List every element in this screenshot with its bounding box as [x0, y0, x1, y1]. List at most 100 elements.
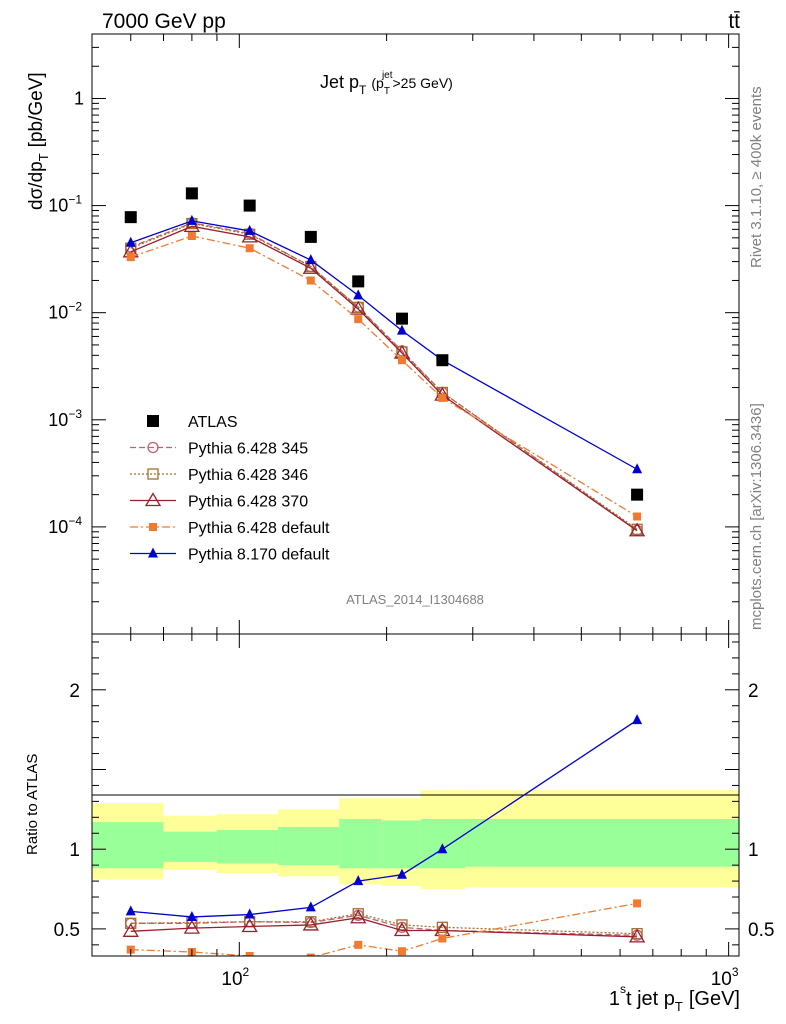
x-axis-label: 1st jet pT [GeV] [609, 982, 740, 1014]
ratio-point-4-0 [125, 905, 136, 916]
ratio-ytick-label-left-0: 0.5 [54, 920, 80, 941]
main-mc-point-2-4 [350, 300, 367, 315]
legend-label-4: Pythia 6.428 default [188, 520, 330, 537]
green-band-bin-3 [278, 826, 340, 866]
ratio-ytick-label-left-1: 1 [69, 840, 80, 861]
rivet-version-note: Rivet 3.1.10, ≥ 400k events [748, 86, 765, 268]
uncertainty-bands [92, 790, 739, 890]
main-mc-point-3-4 [354, 315, 363, 324]
ratio-point-2-1 [183, 919, 201, 934]
ratio-panel-ticks [91, 634, 739, 956]
x-tick-label-0: 102 [221, 965, 249, 990]
legend-marker-0 [147, 415, 159, 427]
main-data-point-0-4 [352, 275, 365, 288]
green-band-bin-2 [216, 830, 279, 864]
process-label: 7000 GeV pp [102, 10, 226, 33]
ratio-ytick-label-left-2: 2 [69, 681, 80, 702]
main-mc-point-4-0 [125, 236, 136, 247]
main-mc-point-3-0 [126, 253, 135, 262]
main-mc-point-3-7 [633, 512, 642, 521]
main-data-point-0-3 [304, 230, 317, 243]
ratio-ytick-label-right-0: 0.5 [748, 920, 774, 941]
green-band-bin-6 [420, 818, 466, 869]
main-ytick-label-3: 10−3 [48, 407, 82, 430]
ratio-point-3-4 [354, 940, 363, 949]
legend-label-2: Pythia 6.428 346 [188, 467, 308, 484]
main-mc-point-3-2 [245, 244, 254, 253]
main-mc-point-3-3 [306, 276, 315, 285]
legend-marker-1 [147, 441, 159, 454]
legend: ATLAS Pythia 6.428 345 Pythia 6.428 346 Pyt… [130, 414, 330, 564]
ratio-point-4-1 [186, 910, 197, 921]
ratio-ytick-label-right-2: 2 [748, 681, 759, 702]
main-data-point-0-0 [124, 211, 137, 224]
ratio-line-3 [130, 902, 638, 956]
main-mc-line-0 [130, 222, 638, 531]
main-mc-point-4-1 [186, 214, 197, 225]
main-panel-marks [122, 187, 646, 537]
main-mc-point-2-7 [628, 522, 646, 537]
main-data-point-0-1 [185, 187, 198, 200]
ratio-point-4-4 [353, 875, 364, 886]
analysis-id-label: ATLAS_2014_I1304688 [346, 592, 484, 607]
main-mc-point-2-3 [302, 259, 319, 274]
legend-label-0: ATLAS [188, 414, 238, 431]
ratio-line-4 [130, 719, 638, 918]
ratio-point-2-0 [122, 923, 139, 937]
ratio-point-2-2 [241, 918, 258, 933]
ratio-y-axis-label: Ratio to ATLAS [24, 754, 41, 855]
green-band-bin-4 [339, 818, 382, 869]
ratio-point-3-5 [397, 947, 406, 956]
main-panel-frame [91, 33, 740, 635]
ratio-point-2-5 [393, 922, 411, 937]
mcplots-source-note: mcplots.cern.ch [arXiv:1306.3436] [748, 403, 765, 630]
main-y-axis-label: dσ/dpT[pb/GeV] [26, 72, 51, 210]
ratio-point-3-2 [245, 952, 254, 956]
ratio-point-4-2 [244, 908, 255, 919]
main-mc-point-3-1 [187, 232, 196, 241]
main-panel: 1 10−1 10−2 10−3 10−4 Jet pT (pTjet>25 GeV) d… [26, 33, 740, 635]
green-band-bin-7 [465, 818, 739, 867]
main-mc-point-3-5 [397, 356, 406, 365]
green-band-bin-1 [163, 831, 217, 862]
main-mc-point-4-7 [632, 463, 643, 474]
main-panel-ticks [91, 33, 739, 635]
ratio-line-1 [130, 913, 638, 935]
ratio-point-4-3 [305, 901, 316, 912]
main-panel-y-tick-labels: 1 10−1 10−2 10−3 10−4 [48, 88, 84, 536]
x-tick-labels: 102 103 [221, 965, 738, 990]
ratio-point-2-3 [302, 916, 319, 931]
ratio-panel-y-tick-labels: 0.5 0.5 1 1 2 2 [54, 681, 775, 941]
ratio-panel: 0.5 0.5 1 1 2 2 102 103 Ratio to ATLAS 1st jet… [24, 633, 775, 1014]
legend-label-5: Pythia 8.170 default [188, 547, 330, 564]
main-data-point-0-6 [436, 354, 449, 367]
final-state-label: tt̄ [728, 10, 740, 33]
main-mc-line-2 [130, 225, 638, 532]
ratio-panel-frame [91, 633, 740, 957]
main-mc-point-4-2 [244, 224, 255, 235]
main-ytick-label-1: 10−1 [48, 193, 82, 216]
main-data-point-0-2 [243, 199, 256, 212]
x-tick-label-1: 103 [711, 965, 739, 990]
ratio-point-3-3 [306, 953, 315, 956]
main-data-point-0-5 [395, 312, 408, 325]
legend-label-3: Pythia 6.428 370 [188, 494, 308, 511]
main-mc-point-3-6 [438, 393, 447, 402]
main-mc-line-1 [130, 222, 638, 530]
green-band-bin-5 [381, 820, 421, 869]
ratio-point-1-4 [352, 908, 364, 920]
main-mc-line-4 [130, 220, 638, 470]
ratio-point-3-7 [633, 899, 642, 908]
main-ytick-label-2: 10−2 [48, 300, 82, 323]
panel-title: Jet pT (pTjet>25 GeV) [320, 70, 453, 97]
main-mc-point-2-1 [183, 218, 201, 232]
main-ytick-label-0: 1 [74, 88, 84, 108]
ratio-point-2-4 [350, 909, 367, 924]
legend-marker-4 [149, 523, 157, 531]
green-band-bin-0 [92, 822, 164, 869]
ratio-line-2 [130, 917, 638, 938]
legend-marker-2 [147, 468, 159, 480]
ratio-point-2-7 [628, 928, 646, 943]
main-mc-point-2-2 [241, 228, 258, 243]
